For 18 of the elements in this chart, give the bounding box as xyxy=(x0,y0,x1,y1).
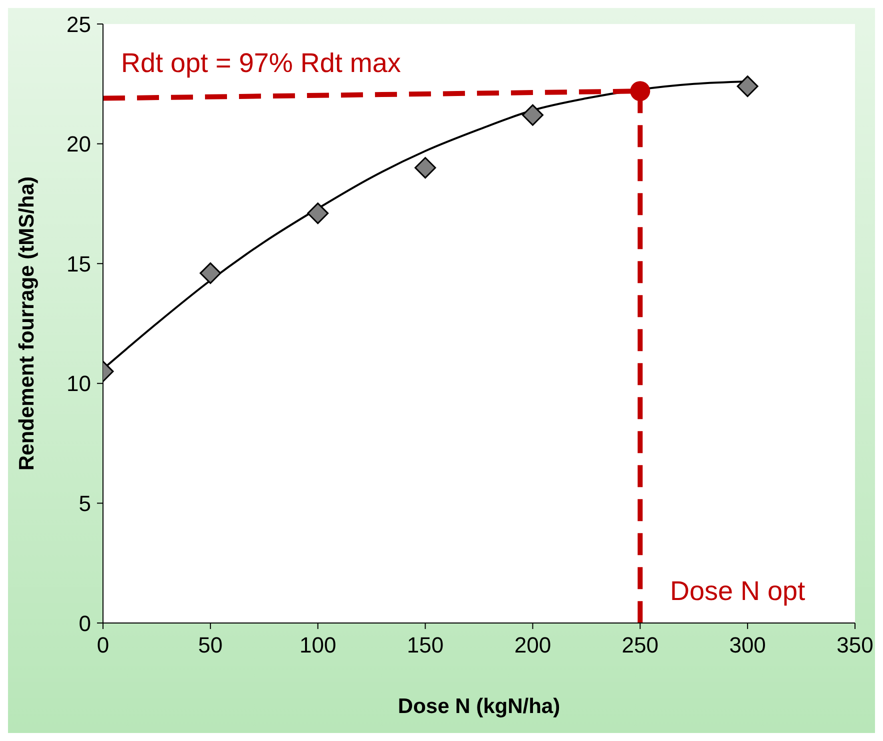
y-tick-label: 25 xyxy=(66,12,91,37)
y-tick-label: 5 xyxy=(78,491,91,516)
x-tick-label: 250 xyxy=(622,632,658,658)
x-tick-label: 150 xyxy=(406,632,444,658)
x-tick-label: 300 xyxy=(729,632,766,658)
annotation: Dose N opt xyxy=(670,576,806,607)
annotation: Rdt opt = 97% Rdt max xyxy=(121,48,401,79)
x-tick-label: 100 xyxy=(300,632,336,658)
y-tick-label: 20 xyxy=(66,132,91,157)
x-tick-label: 350 xyxy=(836,632,874,658)
y-tick-label: 10 xyxy=(66,371,91,396)
y-axis-title: Rendement fourrage (tMS/ha) xyxy=(15,176,38,471)
x-tick-label: 0 xyxy=(96,632,110,658)
y-tick-label: 15 xyxy=(66,251,91,276)
x-axis-title: Dose N (kgN/ha) xyxy=(398,695,560,718)
x-tick-label: 200 xyxy=(514,632,552,658)
x-tick-label: 50 xyxy=(198,632,223,658)
y-tick-label: 0 xyxy=(78,610,91,636)
